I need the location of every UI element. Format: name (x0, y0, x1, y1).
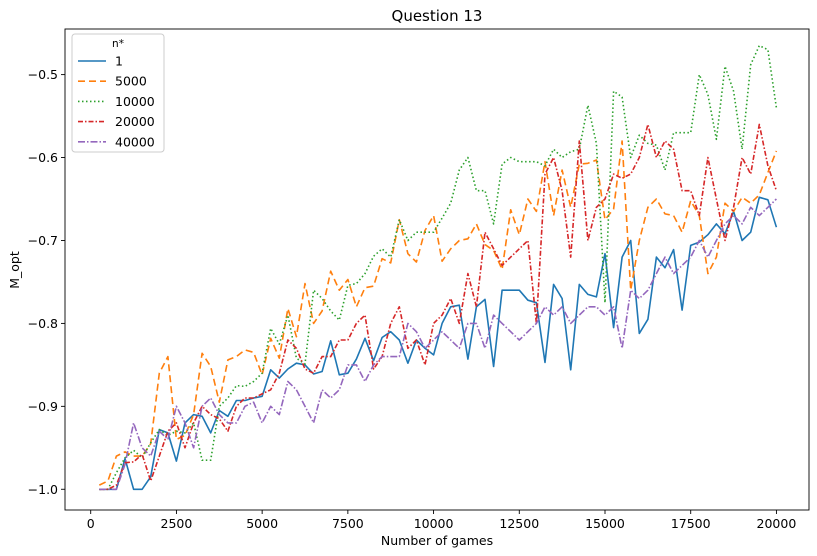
x-tick-label: 2500 (161, 516, 193, 531)
y-tick-label: −0.9 (28, 399, 58, 414)
x-tick-label: 10000 (414, 516, 454, 531)
series-line-5000 (98, 140, 778, 486)
x-axis-label: Number of games (381, 533, 493, 548)
plot-lines (98, 44, 778, 491)
y-tick-label: −0.6 (28, 150, 58, 165)
y-tick-label: −1.0 (28, 482, 58, 497)
x-tick-label: 20000 (757, 516, 797, 531)
chart-title: Question 13 (392, 7, 483, 25)
y-tick-label: −0.8 (28, 316, 58, 331)
x-tick-label: 5000 (246, 516, 278, 531)
legend-label-10000: 10000 (115, 94, 155, 109)
legend-label-5000: 5000 (115, 74, 147, 89)
legend-label-20000: 20000 (115, 114, 155, 129)
series-line-20000 (99, 123, 778, 491)
legend-label-1: 1 (115, 54, 123, 69)
legend-box (71, 33, 165, 153)
x-tick-label: 0 (87, 516, 95, 531)
x-tick-label: 17500 (671, 516, 711, 531)
y-tick-label: −0.7 (28, 233, 58, 248)
y-axis: −1.0 −0.9 −0.8 −0.7 −0.6 −0.5 (28, 67, 65, 497)
x-tick-label: 7500 (332, 516, 364, 531)
series-line-10000 (99, 44, 778, 491)
y-tick-label: −0.5 (28, 67, 58, 82)
y-axis-label: M_opt (7, 251, 22, 289)
series-line-1 (99, 196, 778, 491)
x-tick-label: 12500 (499, 516, 539, 531)
x-tick-label: 15000 (585, 516, 625, 531)
legend-label-40000: 40000 (115, 134, 155, 149)
legend-title: n* (112, 38, 124, 50)
plot-frame (64, 28, 810, 511)
x-axis: 0 2500 5000 7500 10000 12500 15000 17500 20000 (87, 510, 797, 531)
legend: n* 1 5000 10000 20000 40000 (71, 33, 165, 153)
series-line-40000 (99, 198, 777, 491)
